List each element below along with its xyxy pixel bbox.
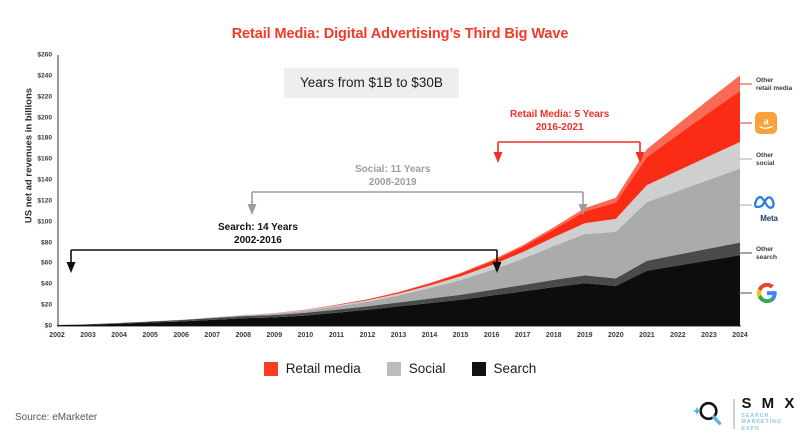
x-tick-label: 2016 xyxy=(483,332,500,339)
meta-logo-icon: Meta xyxy=(752,194,786,223)
y-tick-label: $0 xyxy=(44,322,52,330)
google-g-glyph xyxy=(756,282,777,304)
x-tick-label: 2019 xyxy=(576,332,593,339)
x-tick-label: 2017 xyxy=(514,332,531,339)
smx-divider xyxy=(733,399,735,430)
x-tick-label: 2006 xyxy=(173,332,189,339)
legend-swatch xyxy=(386,361,401,376)
x-tick-label: 2023 xyxy=(701,332,717,339)
side-label-other-social-line1: Other xyxy=(756,152,774,159)
x-axis-ticks: 2002 2003 2004 2005 2006 2007 2008 2009 2010 2011… xyxy=(49,327,748,347)
svg-text:a: a xyxy=(763,116,769,128)
social-annotation-line2: 2008-2019 xyxy=(368,177,417,188)
y-tick-label: $120 xyxy=(37,197,52,205)
side-label-other-search: Other search xyxy=(756,246,777,262)
x-tick-label: 2010 xyxy=(297,332,314,339)
y-axis-line xyxy=(57,55,59,326)
x-tick-label: 2003 xyxy=(80,332,96,339)
x-tick-label: 2011 xyxy=(328,332,344,339)
smx-tagline: SEARCH MARKETING EXPO xyxy=(742,413,798,432)
x-tick-label: 2002 xyxy=(49,332,65,339)
smx-wordmark-block: S M X SEARCH MARKETING EXPO xyxy=(742,396,798,432)
retail-media-annotation-label: Retail Media: 5 Years 2016-2021 xyxy=(510,108,609,134)
legend-label: Social xyxy=(408,361,446,376)
side-label-other-retail-media-line1: Other xyxy=(756,77,774,84)
x-tick-label: 2014 xyxy=(421,332,438,339)
x-tick-label: 2009 xyxy=(266,332,283,339)
area-series-meta xyxy=(57,168,740,325)
y-tick-label: $180 xyxy=(37,134,52,142)
area-series-google xyxy=(57,255,740,326)
side-label-other-retail-media-line2: retail media xyxy=(756,85,793,92)
smx-letters: S M X xyxy=(741,395,798,412)
side-label-other-retail-media: Other retail media xyxy=(756,77,792,93)
y-tick-label: $140 xyxy=(37,176,52,184)
side-label-other-search-line1: Other xyxy=(756,246,774,253)
amazon-glyph: a xyxy=(759,116,773,129)
search-annotation-label: Search: 14 Years 2002-2016 xyxy=(218,221,298,247)
x-tick-label: 2013 xyxy=(390,332,407,339)
social-annotation-label: Social: 11 Years 2008-2019 xyxy=(355,163,430,189)
search-annotation-line1: Search: 14 Years xyxy=(218,222,298,233)
legend-label: Retail media xyxy=(285,361,361,376)
legend-item[interactable]: Social xyxy=(386,361,446,376)
y-tick-label: $260 xyxy=(37,51,52,59)
legend-item[interactable]: Retail media xyxy=(263,361,361,376)
y-tick-label: $100 xyxy=(37,218,52,226)
source-text: Source: eMarketer xyxy=(15,412,98,423)
google-logo-icon xyxy=(756,282,778,304)
area-series-amazon xyxy=(57,90,740,325)
retail-media-annotation-line1: Retail Media: 5 Years xyxy=(510,109,610,120)
amazon-logo-icon: a xyxy=(755,112,777,134)
legend-label: Search xyxy=(493,361,537,376)
smx-tagline-line3: EXPO xyxy=(741,425,760,432)
stacked-area-chart xyxy=(57,75,740,326)
x-tick-label: 2012 xyxy=(359,332,376,339)
y-axis-ticks: $0 $20 $40 $60 $80 $100 $120 $140 $160 $180 $200 $2… xyxy=(18,51,52,330)
x-tick-label: 2021 xyxy=(639,332,655,339)
x-tick-label: 2015 xyxy=(452,332,469,339)
y-tick-label: $80 xyxy=(40,239,52,247)
smx-tagline-line1: SEARCH xyxy=(741,413,770,419)
smx-tagline-line2: MARKETING xyxy=(741,419,782,426)
area-series-other-search xyxy=(57,242,740,326)
side-label-other-search-line2: search xyxy=(756,254,777,261)
y-tick-label: $200 xyxy=(37,114,52,122)
y-tick-label: $20 xyxy=(40,301,52,309)
retail-media-annotation-line2: 2016-2021 xyxy=(535,122,584,133)
y-tick-label: $220 xyxy=(37,93,52,101)
side-label-other-social-line2: social xyxy=(756,160,775,167)
page-title: Retail Media: Digital Advertising’s Thir… xyxy=(231,26,569,42)
x-tick-label: 2008 xyxy=(235,332,252,339)
y-tick-label: $40 xyxy=(40,280,52,288)
meta-infinity-glyph xyxy=(754,195,775,209)
x-tick-label: 2004 xyxy=(111,332,127,339)
meta-logo-wordmark: Meta xyxy=(760,214,778,223)
x-tick-label: 2018 xyxy=(545,332,562,339)
x-tick-label: 2022 xyxy=(670,332,686,339)
x-tick-label: 2020 xyxy=(608,332,624,339)
chart-legend: Retail media Social Search xyxy=(0,361,800,376)
magnifying-glass-icon xyxy=(693,402,722,426)
side-label-other-social: Other social xyxy=(756,152,774,168)
x-tick-label: 2007 xyxy=(204,332,220,339)
smx-logo: S M X SEARCH MARKETING EXPO xyxy=(692,396,797,432)
y-tick-label: $240 xyxy=(37,72,52,80)
search-annotation-line2: 2002-2016 xyxy=(234,235,282,246)
x-tick-label: 2005 xyxy=(142,332,158,339)
x-tick-label: 2024 xyxy=(732,332,748,339)
legend-swatch xyxy=(471,361,486,376)
y-tick-label: $60 xyxy=(40,259,52,267)
social-annotation-line1: Social: 11 Years xyxy=(355,164,431,175)
legend-item[interactable]: Search xyxy=(471,361,537,376)
y-tick-label: $160 xyxy=(37,155,52,163)
legend-swatch xyxy=(263,361,278,376)
years-from-1b-to-30b-box: Years from $1B to $30B xyxy=(284,68,459,98)
